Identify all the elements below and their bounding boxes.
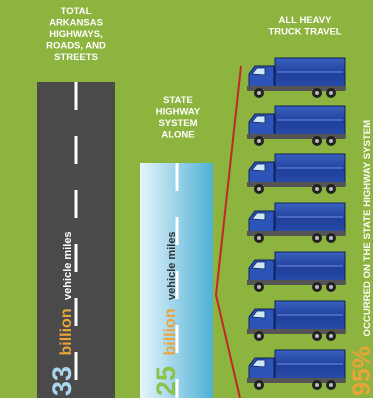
title-line: HIGHWAYS, bbox=[49, 29, 103, 40]
truck bbox=[246, 300, 346, 342]
title-line: HIGHWAY bbox=[156, 107, 201, 118]
title-line: STREETS bbox=[54, 52, 98, 63]
percent: 95% bbox=[348, 346, 373, 396]
truck bbox=[246, 202, 346, 244]
title-line: ALL HEAVY bbox=[279, 15, 333, 26]
unit: billion bbox=[58, 308, 75, 355]
title-line: TRUCK TRAVEL bbox=[268, 27, 341, 38]
trucks bbox=[246, 57, 346, 391]
title-line: ROADS, AND bbox=[46, 41, 106, 52]
road bbox=[37, 82, 115, 398]
left-value: 33 billion vehicle miles bbox=[47, 231, 77, 396]
title-line: SYSTEM bbox=[158, 118, 197, 129]
middle-value: 25 billion vehicle miles bbox=[151, 231, 181, 396]
truck bbox=[246, 105, 346, 147]
bracket bbox=[214, 65, 242, 398]
title-line: TOTAL bbox=[61, 6, 92, 17]
number: 25 bbox=[151, 366, 181, 396]
truck bbox=[246, 57, 346, 99]
label: vehicle miles bbox=[62, 231, 74, 300]
number: 33 bbox=[47, 366, 77, 396]
title-line: STATE bbox=[163, 95, 193, 106]
title-line: ARKANSAS bbox=[49, 18, 103, 29]
truck bbox=[246, 153, 346, 195]
label: vehicle miles bbox=[166, 231, 178, 300]
right-value: 95% OCCURRED ON THE STATE HIGHWAY SYSTEM bbox=[348, 120, 373, 396]
title-line: ALONE bbox=[161, 130, 194, 141]
label: OCCURRED ON THE STATE HIGHWAY SYSTEM bbox=[362, 120, 373, 337]
truck bbox=[246, 251, 346, 293]
truck bbox=[246, 349, 346, 391]
unit: billion bbox=[162, 308, 179, 355]
